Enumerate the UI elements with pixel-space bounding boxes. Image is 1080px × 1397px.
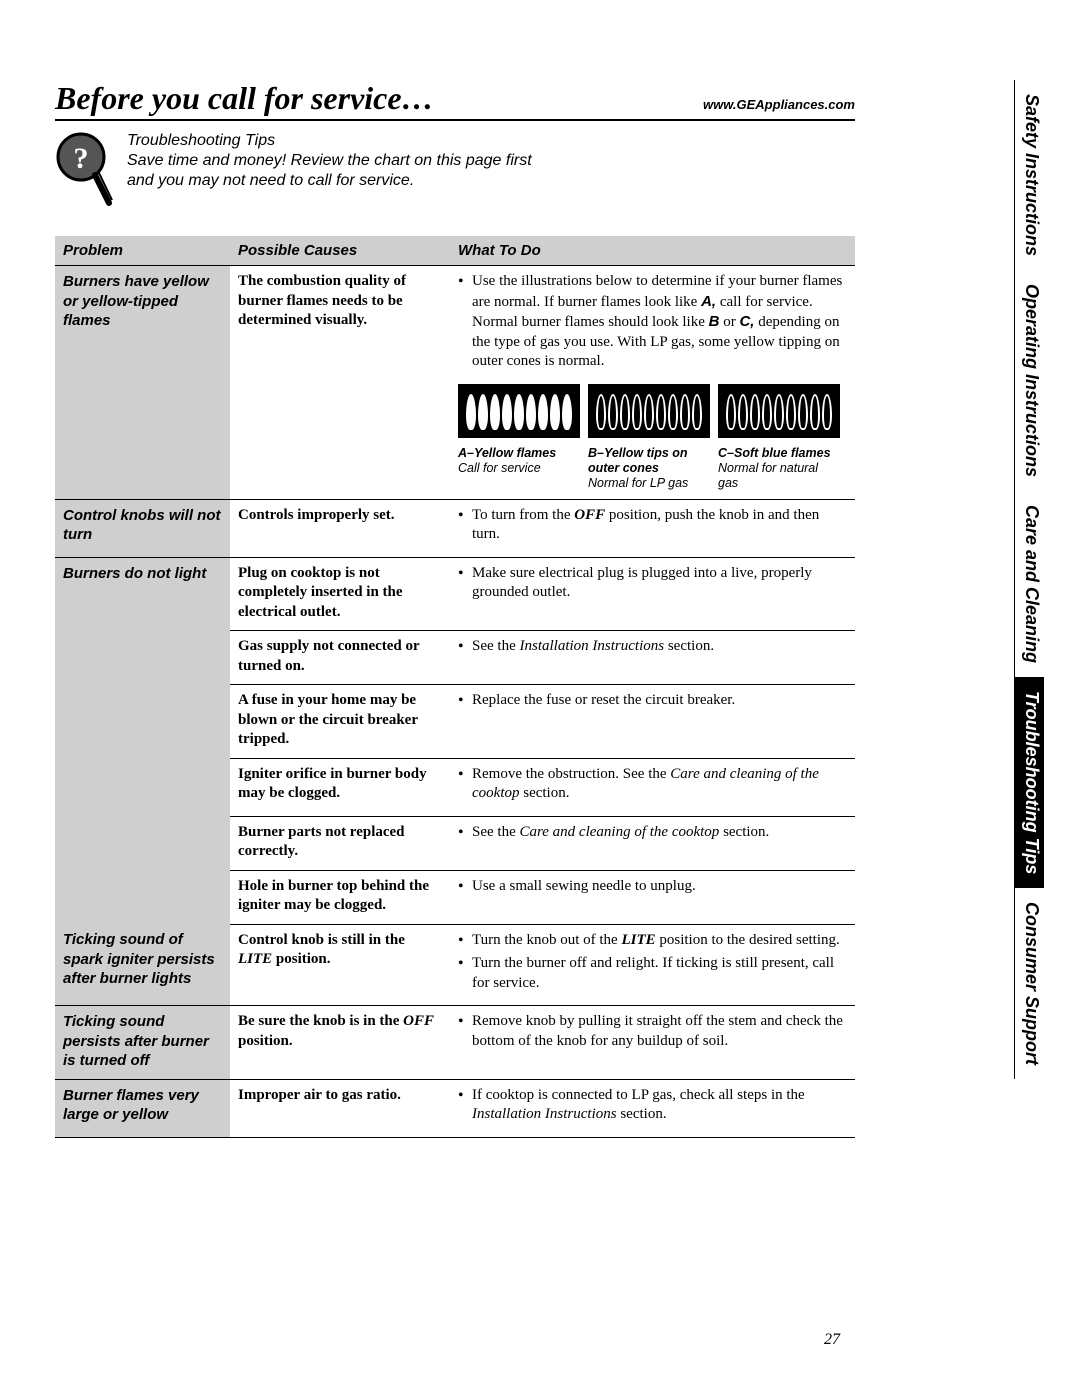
cause-igniter-clogged: Igniter orifice in burner body may be cl… (230, 758, 450, 816)
tab-troubleshooting[interactable]: Troubleshooting Tips (1014, 677, 1044, 888)
tab-operating[interactable]: Operating Instructions (1014, 270, 1044, 491)
cause-knob-in-lite: Control knob is still in the LITE positi… (230, 924, 450, 1006)
cause-air-gas-ratio: Improper air to gas ratio. (230, 1079, 450, 1137)
cause-controls-improperly-set: Controls improperly set. (230, 499, 450, 557)
magnifier-question-icon: ? (55, 131, 113, 214)
side-tabs: Safety Instructions Operating Instructio… (1014, 80, 1044, 1200)
todo-hole-clogged: Use a small sewing needle to unplug. (450, 870, 855, 924)
todo-gas-supply: See the Installation Instructions sectio… (450, 631, 855, 685)
problem-burners-do-not-light: Burners do not light (55, 557, 230, 924)
caption-a: A–Yellow flames Call for service (458, 446, 580, 491)
cause-hole-clogged: Hole in burner top behind the igniter ma… (230, 870, 450, 924)
col-header-problem: Problem (55, 236, 230, 266)
problem-knobs-wont-turn: Control knobs will not turn (55, 499, 230, 557)
flame-illustration-row (458, 384, 847, 438)
intro-text: Troubleshooting Tips Save time and money… (127, 131, 532, 191)
website-url: www.GEAppliances.com (703, 97, 855, 112)
caption-c: C–Soft blue flames Normal for natural ga… (718, 446, 840, 491)
cause-plug-not-inserted: Plug on cooktop is not completely insert… (230, 557, 450, 631)
todo-plug-not-inserted: Make sure electrical plug is plugged int… (450, 557, 855, 631)
todo-yellow-flames: Use the illustrations below to determine… (450, 266, 855, 500)
intro-line2: and you may not need to call for service… (127, 171, 532, 191)
cause-fuse-blown: A fuse in your home may be blown or the … (230, 685, 450, 759)
todo-knobs-wont-turn: To turn from the OFF position, push the … (450, 499, 855, 557)
col-header-todo: What To Do (450, 236, 855, 266)
problem-ticking-persists: Ticking sound of spark igniter persists … (55, 924, 230, 1006)
todo-parts-not-replaced: See the Care and cleaning of the cooktop… (450, 816, 855, 870)
troubleshooting-table: Problem Possible Causes What To Do Burne… (55, 236, 855, 1138)
tab-safety[interactable]: Safety Instructions (1014, 80, 1044, 270)
tips-heading: Troubleshooting Tips (127, 131, 532, 151)
caption-b: B–Yellow tips on outer cones Normal for … (588, 446, 710, 491)
flame-caption-row: A–Yellow flames Call for service B–Yello… (458, 446, 847, 491)
title-row: Before you call for service… www.GEAppli… (55, 80, 855, 121)
cause-combustion-quality: The combustion quality of burner flames … (230, 266, 450, 500)
col-header-causes: Possible Causes (230, 236, 450, 266)
page-number: 27 (824, 1331, 840, 1349)
intro-line1: Save time and money! Review the chart on… (127, 151, 532, 171)
flame-box-a (458, 384, 580, 438)
todo-ticking-after-off: Remove knob by pulling it straight off t… (450, 1006, 855, 1080)
problem-flames-large: Burner flames very large or yellow (55, 1079, 230, 1137)
flame-box-c (718, 384, 840, 438)
todo-fuse-blown: Replace the fuse or reset the circuit br… (450, 685, 855, 759)
todo-ticking-persists: Turn the knob out of the LITE position t… (450, 924, 855, 1006)
cause-gas-supply: Gas supply not connected or turned on. (230, 631, 450, 685)
flame-box-b (588, 384, 710, 438)
tab-care[interactable]: Care and Cleaning (1014, 491, 1044, 677)
tab-consumer[interactable]: Consumer Support (1014, 888, 1044, 1079)
problem-yellow-flames: Burners have yellow or yellow-tipped fla… (55, 266, 230, 500)
page-title: Before you call for service… (55, 80, 434, 117)
cause-parts-not-replaced: Burner parts not replaced correctly. (230, 816, 450, 870)
problem-ticking-after-off: Ticking sound persists after burner is t… (55, 1006, 230, 1080)
intro-row: ? Troubleshooting Tips Save time and mon… (55, 131, 855, 214)
todo-igniter-clogged: Remove the obstruction. See the Care and… (450, 758, 855, 816)
todo-flames-large: If cooktop is connected to LP gas, check… (450, 1079, 855, 1137)
cause-knob-not-off: Be sure the knob is in the OFF position. (230, 1006, 450, 1080)
svg-text:?: ? (74, 142, 89, 175)
